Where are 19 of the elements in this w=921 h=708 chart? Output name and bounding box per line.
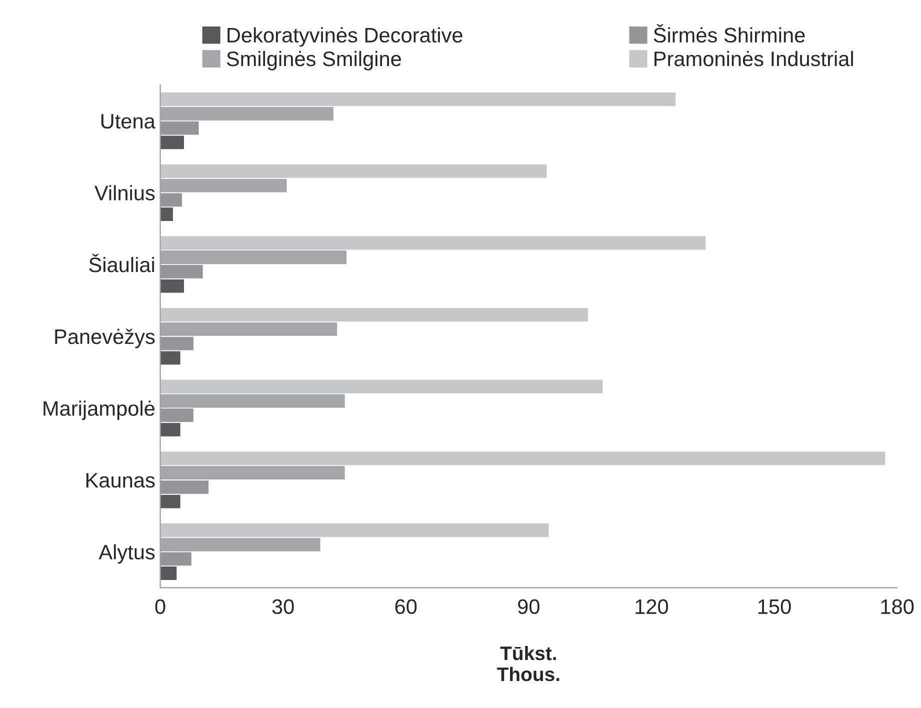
y-tick-label: Alytus: [98, 544, 155, 564]
legend-label: Pramoninės Industrial: [654, 50, 853, 66]
x-tick-label: 90: [518, 599, 540, 614]
legend-label: Širmės Shirmine: [654, 24, 805, 43]
y-tick-label: Kaunas: [86, 473, 155, 488]
x-tick-label: 0: [155, 599, 166, 614]
y-tick-label: Vilnius: [94, 185, 155, 200]
y-tick-label: Marijampolė: [44, 400, 154, 420]
legend-label: Smilginės Smilgine: [226, 50, 401, 70]
y-tick-label: Utena: [101, 114, 156, 129]
y-tick-label: Šiauliai: [89, 254, 154, 272]
x-axis-title: Tūkst. Thous.: [497, 646, 560, 682]
legend-label: Dekoratyvinės Decorative: [228, 27, 462, 47]
x-tick-label: 150: [758, 599, 791, 614]
y-tick-label: Panevėžys: [55, 328, 155, 348]
x-tick-label: 180: [881, 599, 914, 614]
x-tick-label: 120: [636, 599, 668, 614]
x-tick-label: 60: [395, 599, 417, 614]
x-tick-label: 30: [272, 599, 294, 614]
